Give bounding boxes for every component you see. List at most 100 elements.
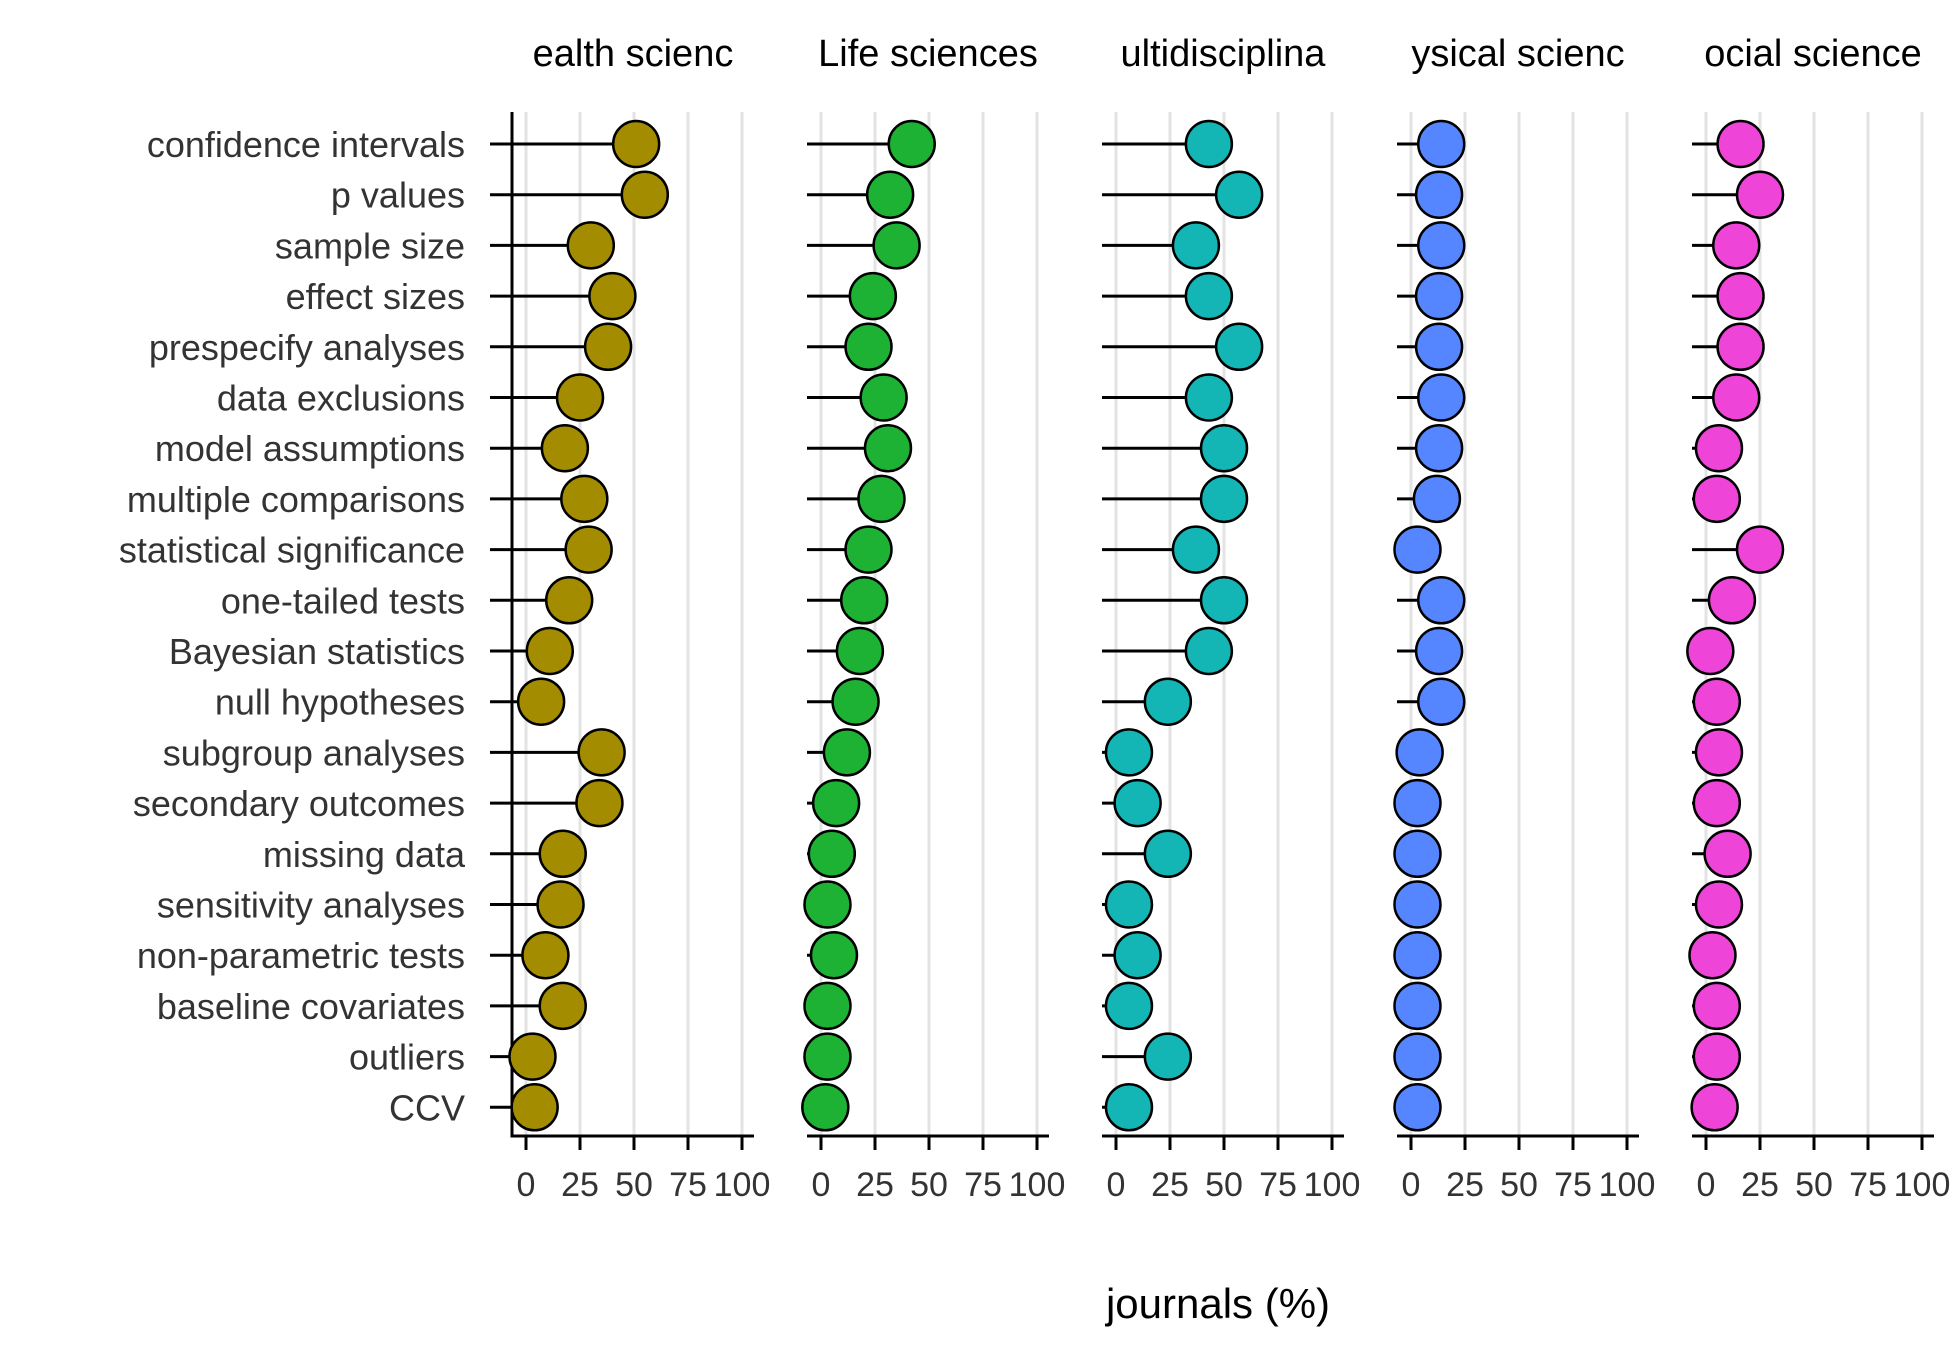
data-point [801, 1083, 850, 1132]
data-point [1707, 576, 1757, 625]
data-point [1716, 119, 1765, 169]
y-label: null hypotheses [215, 682, 465, 723]
data-point [1171, 221, 1221, 270]
data-point [566, 221, 616, 270]
data-point [1214, 170, 1264, 219]
data-point [1393, 880, 1442, 929]
y-label: Bayesian statistics [169, 631, 465, 672]
x-tick-label: 0 [517, 1166, 536, 1204]
data-point [544, 576, 594, 625]
data-point [1393, 981, 1442, 1031]
data-point [538, 829, 587, 879]
data-point [844, 322, 893, 372]
data-point [1199, 576, 1249, 625]
data-point [1692, 474, 1742, 524]
data-point [1393, 930, 1442, 980]
data-point [1214, 322, 1264, 372]
data-point [1711, 221, 1761, 270]
facet-title: Life sciences [818, 33, 1038, 75]
facet-panel: ealth scienc 0 25 50 75 100 [490, 33, 770, 1204]
facet-panel: Life sciences 0 25 50 75 100 [801, 33, 1065, 1204]
data-point [1694, 423, 1744, 473]
facet-panel: ocial science 0 25 50 75 100 [1686, 33, 1950, 1204]
data-point [1692, 778, 1742, 828]
y-label: outliers [349, 1037, 465, 1078]
data-point [1686, 626, 1735, 676]
y-label: model assumptions [155, 428, 465, 469]
data-point [1393, 525, 1442, 574]
x-tick-label: 50 [615, 1166, 653, 1204]
data-point [859, 373, 908, 422]
x-tick-label: 50 [1795, 1166, 1833, 1204]
data-point [1692, 677, 1742, 726]
data-point [1184, 373, 1234, 422]
data-point [1199, 474, 1249, 524]
data-point [839, 576, 889, 625]
data-point [1692, 981, 1742, 1031]
y-label: one-tailed tests [221, 580, 465, 621]
data-point [1414, 322, 1464, 372]
data-point [1414, 271, 1464, 321]
x-tick-label: 25 [856, 1166, 894, 1204]
x-tick-label: 75 [669, 1166, 707, 1204]
data-point [1393, 829, 1442, 879]
x-tick-label: 50 [910, 1166, 948, 1204]
x-tick-label: 0 [812, 1166, 831, 1204]
x-tick-label: 100 [714, 1166, 771, 1204]
data-point [1416, 373, 1466, 422]
y-label: secondary outcomes [133, 783, 465, 824]
y-label: multiple comparisons [127, 479, 465, 520]
data-point [1692, 1032, 1742, 1081]
data-point [1690, 1083, 1739, 1132]
x-tick-label: 75 [964, 1166, 1002, 1204]
data-point [560, 474, 609, 524]
x-tick-label: 25 [1741, 1166, 1779, 1204]
data-point [1104, 981, 1154, 1031]
data-point [872, 221, 921, 270]
data-point [1711, 373, 1761, 422]
x-tick-label: 50 [1205, 1166, 1243, 1204]
data-point [803, 1032, 852, 1081]
data-point [848, 271, 898, 321]
data-point [1393, 778, 1442, 828]
facet-title: ealth scienc [533, 33, 734, 75]
data-point [809, 930, 859, 980]
data-point [1184, 271, 1234, 321]
data-point [1104, 1083, 1154, 1132]
data-point [1416, 677, 1466, 726]
y-axis-labels: confidence intervals p values sample size e… [119, 124, 466, 1128]
x-tick-label: 75 [1554, 1166, 1592, 1204]
y-label: data exclusions [217, 378, 465, 419]
data-point [564, 525, 613, 574]
data-point [831, 677, 880, 726]
y-label: missing data [263, 834, 466, 875]
x-tick-label: 25 [1446, 1166, 1484, 1204]
data-point [1416, 119, 1466, 169]
data-point [1703, 829, 1752, 879]
data-point [1694, 880, 1744, 929]
data-point [1414, 170, 1464, 219]
data-point [887, 119, 936, 169]
x-tick-label: 0 [1697, 1166, 1716, 1204]
x-tick-label: 50 [1500, 1166, 1538, 1204]
data-point [577, 728, 626, 777]
data-point [1412, 474, 1462, 524]
data-point [1143, 1032, 1193, 1081]
data-point [1113, 778, 1162, 828]
x-tick-label: 75 [1849, 1166, 1887, 1204]
data-point [1113, 930, 1162, 980]
y-label: baseline covariates [157, 986, 465, 1027]
facet-title: ultidisciplina [1121, 33, 1327, 75]
data-point [865, 170, 915, 219]
facet-panel: ysical scienc 0 25 50 75 100 [1393, 33, 1655, 1204]
y-label: non-parametric tests [137, 935, 465, 976]
data-point [1184, 119, 1234, 169]
data-point [1716, 271, 1765, 321]
data-point [1416, 221, 1466, 270]
data-point [555, 373, 605, 422]
data-point [1171, 525, 1221, 574]
data-point [807, 829, 857, 879]
y-label: sample size [275, 225, 465, 266]
data-point [583, 322, 633, 372]
